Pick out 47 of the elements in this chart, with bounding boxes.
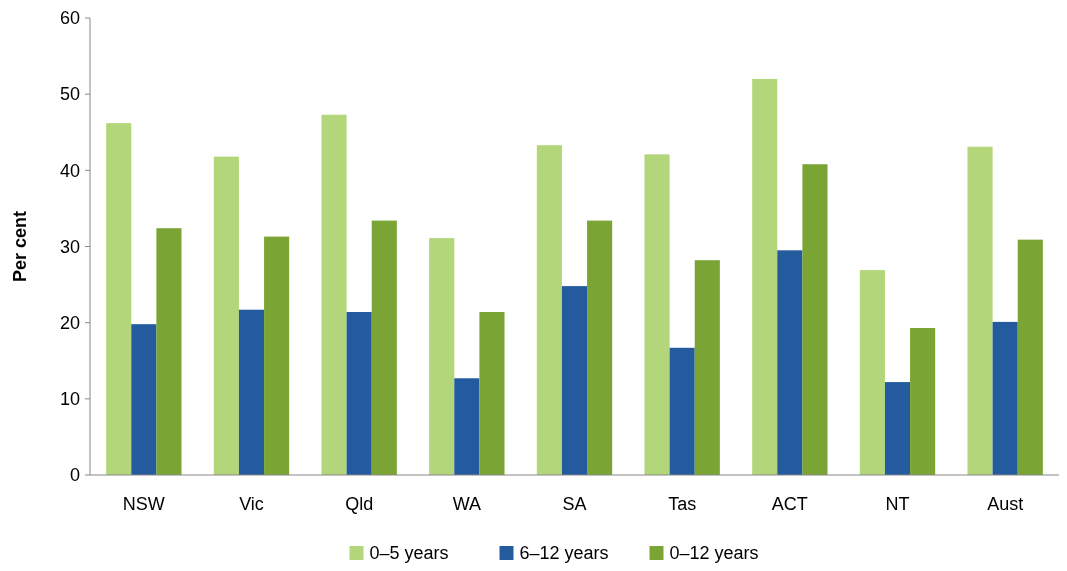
bar bbox=[587, 220, 613, 475]
bar bbox=[454, 378, 480, 475]
x-tick-label: SA bbox=[562, 494, 587, 514]
bar bbox=[156, 228, 182, 475]
x-tick-label: Qld bbox=[345, 494, 374, 514]
bar bbox=[321, 114, 347, 475]
bar bbox=[694, 260, 720, 475]
y-axis-title: Per cent bbox=[10, 210, 30, 283]
x-tick-label: WA bbox=[452, 494, 481, 514]
bar bbox=[479, 312, 505, 475]
y-tick-label: 40 bbox=[59, 160, 80, 181]
y-tick-label: 50 bbox=[59, 84, 80, 105]
bar bbox=[910, 328, 936, 475]
legend-label: 0–5 years bbox=[369, 543, 449, 564]
bar bbox=[777, 250, 803, 475]
y-tick-label: 20 bbox=[59, 312, 80, 333]
x-tick-label: Aust bbox=[987, 494, 1024, 514]
bar bbox=[371, 220, 397, 475]
bar bbox=[131, 324, 157, 475]
bar bbox=[802, 164, 828, 475]
bar bbox=[644, 154, 670, 475]
y-tick-label: 0 bbox=[69, 465, 80, 486]
bar bbox=[346, 312, 372, 475]
legend-label: 6–12 years bbox=[519, 543, 609, 564]
x-tick-label: Tas bbox=[668, 494, 697, 514]
bar bbox=[884, 382, 911, 475]
bar bbox=[1017, 239, 1043, 475]
bar bbox=[213, 156, 239, 475]
bar bbox=[859, 270, 885, 475]
bar bbox=[536, 145, 562, 475]
x-tick-label: Vic bbox=[239, 494, 264, 514]
bar bbox=[561, 286, 588, 475]
x-tick-label: NT bbox=[885, 494, 910, 514]
bar bbox=[106, 123, 132, 475]
bar bbox=[992, 321, 1018, 475]
bar bbox=[429, 238, 455, 475]
legend-label: 0–12 years bbox=[669, 543, 759, 564]
y-tick-label: 30 bbox=[59, 236, 80, 257]
bar bbox=[264, 236, 290, 475]
x-tick-label: NSW bbox=[122, 494, 165, 514]
bar bbox=[752, 78, 778, 475]
x-tick-label: ACT bbox=[771, 494, 808, 514]
bar bbox=[238, 309, 265, 475]
y-tick-label: 60 bbox=[59, 8, 80, 29]
y-tick-label: 10 bbox=[59, 389, 80, 410]
bar bbox=[967, 146, 993, 475]
bar bbox=[669, 347, 695, 475]
